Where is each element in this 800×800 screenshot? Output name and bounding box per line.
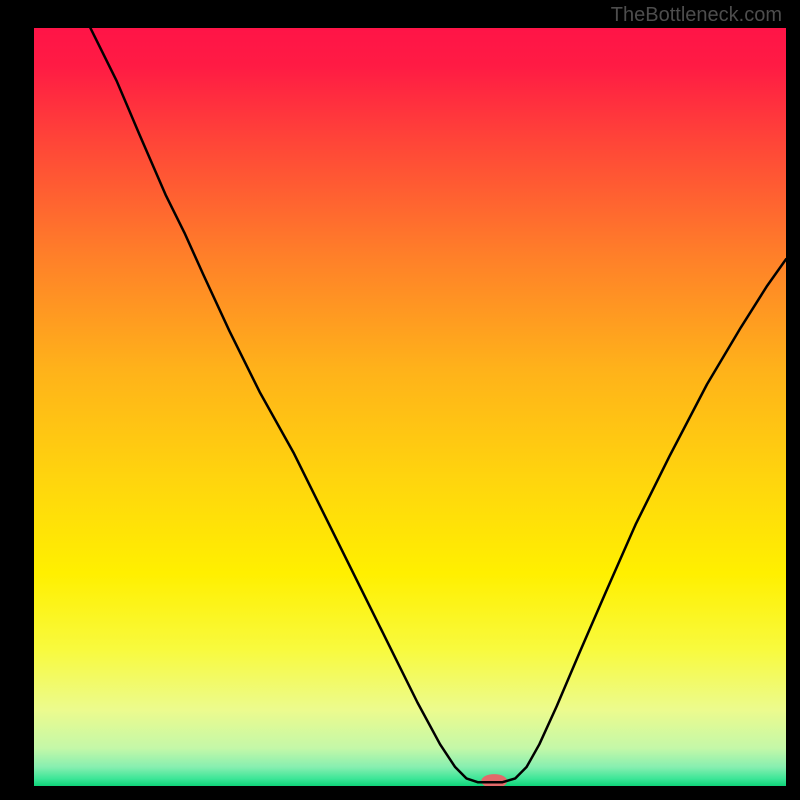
chart-area	[34, 28, 786, 786]
chart-svg	[34, 28, 786, 786]
watermark-text: TheBottleneck.com	[611, 4, 782, 27]
gradient-background	[34, 28, 786, 786]
